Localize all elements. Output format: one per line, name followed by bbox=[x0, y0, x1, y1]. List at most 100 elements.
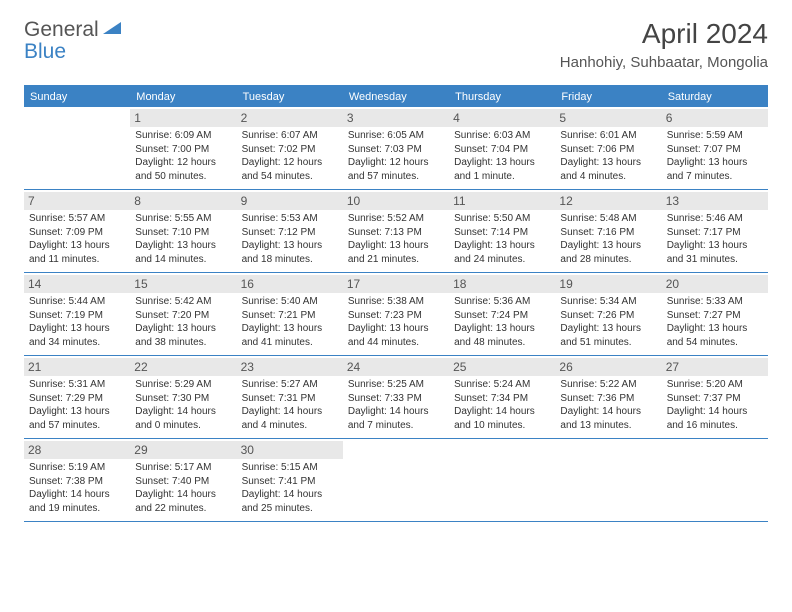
day-number: 12 bbox=[555, 192, 661, 210]
day-cell: 28Sunrise: 5:19 AMSunset: 7:38 PMDayligh… bbox=[24, 439, 130, 521]
title-block: April 2024 Hanhohiy, Suhbaatar, Mongolia bbox=[560, 18, 768, 71]
day-number bbox=[662, 441, 768, 443]
sunset-text: Sunset: 7:33 PM bbox=[348, 392, 444, 406]
day-number: 6 bbox=[662, 109, 768, 127]
sunset-text: Sunset: 7:34 PM bbox=[454, 392, 550, 406]
daylight-text: Daylight: 12 hours and 57 minutes. bbox=[348, 156, 444, 183]
day-number: 29 bbox=[130, 441, 236, 459]
sunset-text: Sunset: 7:37 PM bbox=[667, 392, 763, 406]
sunset-text: Sunset: 7:30 PM bbox=[135, 392, 231, 406]
day-number: 24 bbox=[343, 358, 449, 376]
day-number bbox=[24, 109, 130, 111]
sunrise-text: Sunrise: 6:07 AM bbox=[242, 129, 338, 143]
sunrise-text: Sunrise: 5:25 AM bbox=[348, 378, 444, 392]
day-number bbox=[555, 441, 661, 443]
sunset-text: Sunset: 7:36 PM bbox=[560, 392, 656, 406]
day-cell bbox=[662, 439, 768, 521]
sunrise-text: Sunrise: 5:46 AM bbox=[667, 212, 763, 226]
day-number: 30 bbox=[237, 441, 343, 459]
day-number: 16 bbox=[237, 275, 343, 293]
sunrise-text: Sunrise: 5:33 AM bbox=[667, 295, 763, 309]
weeks-container: 1Sunrise: 6:09 AMSunset: 7:00 PMDaylight… bbox=[24, 107, 768, 522]
day-cell bbox=[449, 439, 555, 521]
sunset-text: Sunset: 7:03 PM bbox=[348, 143, 444, 157]
day-number: 15 bbox=[130, 275, 236, 293]
daylight-text: Daylight: 12 hours and 50 minutes. bbox=[135, 156, 231, 183]
sunset-text: Sunset: 7:00 PM bbox=[135, 143, 231, 157]
daylight-text: Daylight: 14 hours and 19 minutes. bbox=[29, 488, 125, 515]
day-of-week-row: Sunday Monday Tuesday Wednesday Thursday… bbox=[24, 87, 768, 107]
daylight-text: Daylight: 13 hours and 24 minutes. bbox=[454, 239, 550, 266]
sunset-text: Sunset: 7:04 PM bbox=[454, 143, 550, 157]
sunrise-text: Sunrise: 5:44 AM bbox=[29, 295, 125, 309]
day-number: 13 bbox=[662, 192, 768, 210]
daylight-text: Daylight: 13 hours and 1 minute. bbox=[454, 156, 550, 183]
daylight-text: Daylight: 14 hours and 16 minutes. bbox=[667, 405, 763, 432]
day-cell: 30Sunrise: 5:15 AMSunset: 7:41 PMDayligh… bbox=[237, 439, 343, 521]
daylight-text: Daylight: 13 hours and 54 minutes. bbox=[667, 322, 763, 349]
day-cell bbox=[343, 439, 449, 521]
sunset-text: Sunset: 7:24 PM bbox=[454, 309, 550, 323]
sunset-text: Sunset: 7:13 PM bbox=[348, 226, 444, 240]
sunrise-text: Sunrise: 6:09 AM bbox=[135, 129, 231, 143]
day-cell: 27Sunrise: 5:20 AMSunset: 7:37 PMDayligh… bbox=[662, 356, 768, 438]
sunset-text: Sunset: 7:16 PM bbox=[560, 226, 656, 240]
daylight-text: Daylight: 14 hours and 22 minutes. bbox=[135, 488, 231, 515]
day-cell: 13Sunrise: 5:46 AMSunset: 7:17 PMDayligh… bbox=[662, 190, 768, 272]
sunset-text: Sunset: 7:20 PM bbox=[135, 309, 231, 323]
dow-saturday: Saturday bbox=[662, 87, 768, 107]
day-number: 1 bbox=[130, 109, 236, 127]
logo-text-general: General bbox=[24, 18, 99, 42]
sunrise-text: Sunrise: 5:50 AM bbox=[454, 212, 550, 226]
day-number: 22 bbox=[130, 358, 236, 376]
daylight-text: Daylight: 13 hours and 41 minutes. bbox=[242, 322, 338, 349]
day-cell bbox=[555, 439, 661, 521]
daylight-text: Daylight: 14 hours and 10 minutes. bbox=[454, 405, 550, 432]
sunrise-text: Sunrise: 6:01 AM bbox=[560, 129, 656, 143]
daylight-text: Daylight: 13 hours and 11 minutes. bbox=[29, 239, 125, 266]
sunrise-text: Sunrise: 6:03 AM bbox=[454, 129, 550, 143]
sunrise-text: Sunrise: 5:15 AM bbox=[242, 461, 338, 475]
sunrise-text: Sunrise: 5:40 AM bbox=[242, 295, 338, 309]
sunrise-text: Sunrise: 5:24 AM bbox=[454, 378, 550, 392]
day-cell: 26Sunrise: 5:22 AMSunset: 7:36 PMDayligh… bbox=[555, 356, 661, 438]
sunset-text: Sunset: 7:38 PM bbox=[29, 475, 125, 489]
sunrise-text: Sunrise: 5:36 AM bbox=[454, 295, 550, 309]
sunrise-text: Sunrise: 5:57 AM bbox=[29, 212, 125, 226]
sunset-text: Sunset: 7:17 PM bbox=[667, 226, 763, 240]
logo-text-blue: Blue bbox=[24, 40, 66, 63]
daylight-text: Daylight: 13 hours and 7 minutes. bbox=[667, 156, 763, 183]
location-label: Hanhohiy, Suhbaatar, Mongolia bbox=[560, 54, 768, 71]
day-number bbox=[449, 441, 555, 443]
sunrise-text: Sunrise: 5:55 AM bbox=[135, 212, 231, 226]
daylight-text: Daylight: 14 hours and 13 minutes. bbox=[560, 405, 656, 432]
day-cell: 18Sunrise: 5:36 AMSunset: 7:24 PMDayligh… bbox=[449, 273, 555, 355]
day-cell: 17Sunrise: 5:38 AMSunset: 7:23 PMDayligh… bbox=[343, 273, 449, 355]
day-number: 21 bbox=[24, 358, 130, 376]
sunset-text: Sunset: 7:40 PM bbox=[135, 475, 231, 489]
day-cell bbox=[24, 107, 130, 189]
day-number: 8 bbox=[130, 192, 236, 210]
day-number: 10 bbox=[343, 192, 449, 210]
sunrise-text: Sunrise: 5:59 AM bbox=[667, 129, 763, 143]
day-number: 9 bbox=[237, 192, 343, 210]
day-cell: 9Sunrise: 5:53 AMSunset: 7:12 PMDaylight… bbox=[237, 190, 343, 272]
sunset-text: Sunset: 7:29 PM bbox=[29, 392, 125, 406]
daylight-text: Daylight: 13 hours and 51 minutes. bbox=[560, 322, 656, 349]
day-cell: 16Sunrise: 5:40 AMSunset: 7:21 PMDayligh… bbox=[237, 273, 343, 355]
week-row: 7Sunrise: 5:57 AMSunset: 7:09 PMDaylight… bbox=[24, 190, 768, 273]
week-row: 1Sunrise: 6:09 AMSunset: 7:00 PMDaylight… bbox=[24, 107, 768, 190]
header: General April 2024 Hanhohiy, Suhbaatar, … bbox=[0, 0, 792, 79]
logo: General bbox=[24, 18, 127, 42]
sunset-text: Sunset: 7:10 PM bbox=[135, 226, 231, 240]
day-cell: 23Sunrise: 5:27 AMSunset: 7:31 PMDayligh… bbox=[237, 356, 343, 438]
daylight-text: Daylight: 13 hours and 21 minutes. bbox=[348, 239, 444, 266]
sunset-text: Sunset: 7:31 PM bbox=[242, 392, 338, 406]
sunset-text: Sunset: 7:06 PM bbox=[560, 143, 656, 157]
day-number: 23 bbox=[237, 358, 343, 376]
day-number: 5 bbox=[555, 109, 661, 127]
logo-sub: Blue bbox=[24, 40, 66, 64]
daylight-text: Daylight: 13 hours and 4 minutes. bbox=[560, 156, 656, 183]
daylight-text: Daylight: 13 hours and 48 minutes. bbox=[454, 322, 550, 349]
day-number: 14 bbox=[24, 275, 130, 293]
